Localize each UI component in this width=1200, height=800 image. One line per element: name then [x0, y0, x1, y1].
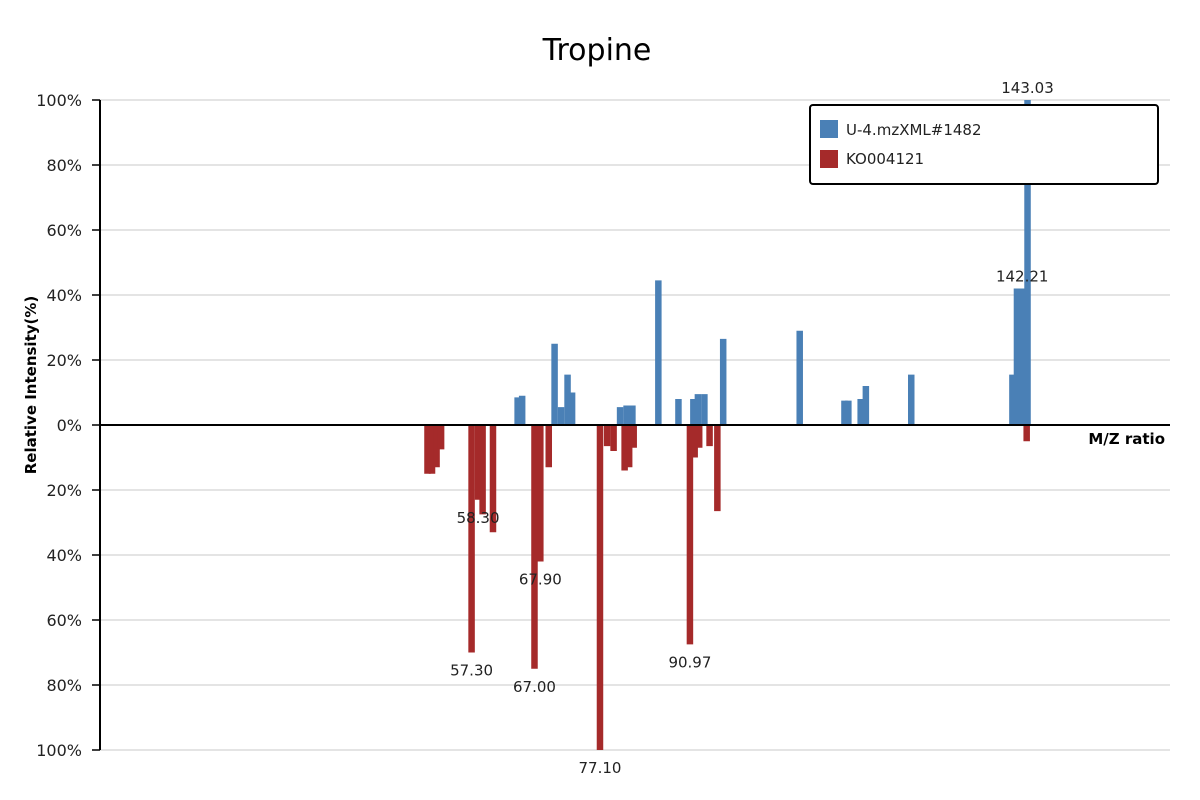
peak-label: 142.21: [996, 268, 1049, 286]
y-tick-label: 80%: [46, 156, 82, 175]
bar-series-2: [714, 425, 721, 512]
bar-series-1: [694, 394, 702, 425]
y-axis-label: Relative Intensity(%): [22, 296, 40, 475]
y-tick-label: 0%: [57, 416, 82, 435]
bar-series-2: [424, 425, 431, 474]
bar-series-1: [796, 330, 803, 425]
bar-series-1: [564, 374, 571, 425]
bar-series-2: [479, 425, 486, 515]
bar-series-2: [531, 425, 538, 669]
bar-series-1: [690, 399, 697, 425]
legend-label-series-2: KO004121: [846, 150, 924, 168]
legend-label-series-1: U-4.mzXML#1482: [846, 121, 982, 139]
bar-series-2: [537, 425, 544, 562]
bar-series-2: [433, 425, 440, 468]
peak-label: 57.30: [450, 662, 493, 680]
bar-series-2: [691, 425, 698, 458]
bar-series-2: [621, 425, 628, 471]
bar-series-2: [630, 425, 637, 448]
bar-series-1: [568, 392, 576, 425]
bar-series-1: [1024, 100, 1031, 425]
peak-label: 143.03: [1001, 79, 1054, 97]
bar-series-2: [610, 425, 617, 451]
bar-series-1: [655, 280, 662, 425]
peak-label: 90.97: [668, 653, 711, 671]
bar-series-2: [625, 425, 633, 468]
bar-series-2: [695, 425, 703, 448]
y-tick-label: 100%: [36, 741, 82, 760]
bar-series-2: [545, 425, 553, 468]
bar-series-1: [675, 399, 682, 425]
x-axis-label: M/Z ratio: [1088, 430, 1165, 448]
y-tick-label: 40%: [46, 286, 82, 305]
bar-series-2: [474, 425, 482, 500]
bar-series-1: [845, 400, 852, 425]
bar-series-1: [623, 405, 630, 425]
y-tick-label: 60%: [46, 221, 82, 240]
bar-series-1: [514, 397, 521, 425]
chart-title: Tropine: [542, 33, 652, 68]
bar-series-2: [437, 425, 445, 450]
legend-box: [809, 104, 1159, 185]
bar-series-2: [596, 425, 604, 750]
bar-series-1: [551, 343, 558, 425]
bar-series-2: [686, 425, 694, 645]
y-axis-ticks: 100% 80% 60% 40% 20% 0% 20% 40% 60% 80% 100%: [36, 91, 100, 760]
peak-labels: 142.21 143.03 58.30 57.30 67.00 67.90 77.10 90.…: [450, 79, 1054, 777]
axes: [99, 100, 1170, 750]
y-tick-label: 40%: [46, 546, 82, 565]
bar-series-1: [701, 394, 708, 425]
y-tick-label: 100%: [36, 91, 82, 110]
bar-series-1: [1018, 288, 1026, 425]
bar-series-2: [706, 425, 713, 447]
peak-label: 77.10: [579, 759, 622, 777]
legend-swatch-series-1: [820, 120, 838, 138]
bar-series-2: [603, 425, 611, 447]
bar-series-1: [1009, 374, 1016, 425]
bar-series-1: [518, 395, 526, 425]
bar-series-1: [857, 399, 864, 425]
bar-series-1: [841, 400, 848, 425]
bar-series-1: [616, 407, 624, 425]
legend: U-4.mzXML#1482 KO004121: [809, 104, 1159, 185]
y-tick-label: 20%: [46, 481, 82, 500]
bar-series-1: [862, 386, 870, 425]
bar-series-1: [1013, 288, 1021, 425]
bar-series-1: [719, 338, 727, 425]
bar-series-1: [908, 374, 915, 425]
legend-swatch-series-2: [820, 150, 838, 168]
y-tick-label: 20%: [46, 351, 82, 370]
y-tick-label: 80%: [46, 676, 82, 695]
bar-series-2: [1023, 425, 1030, 442]
peak-label: 67.90: [519, 571, 562, 589]
grid-lines: [100, 99, 1170, 751]
bar-series-1: [629, 405, 636, 425]
bar-series-2: [468, 425, 475, 653]
y-tick-label: 60%: [46, 611, 82, 630]
bar-series: [424, 100, 1031, 750]
bar-series-1: [557, 407, 565, 425]
peak-label: 67.00: [513, 678, 556, 696]
peak-label: 58.30: [457, 509, 500, 527]
bar-series-2: [489, 425, 497, 533]
bar-series-2: [428, 425, 436, 474]
